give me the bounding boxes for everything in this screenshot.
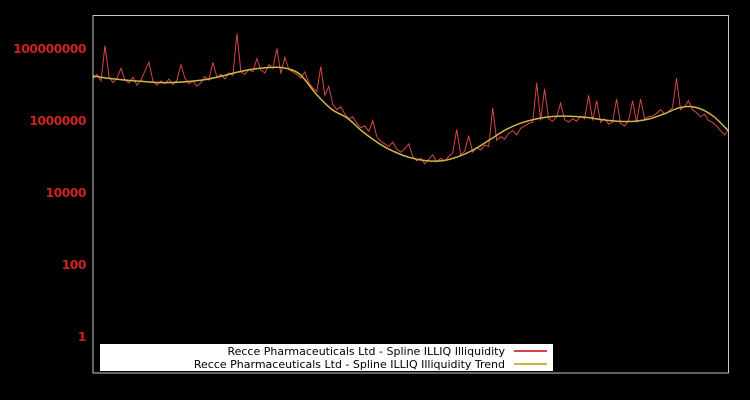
legend-label-illiquidity: Recce Pharmaceuticals Ltd - Spline ILLIQ… [227, 344, 505, 358]
illiquidity-line [92, 33, 729, 165]
trend-line [92, 66, 730, 162]
y-tick-label: 1000000 [29, 113, 87, 128]
y-tick-label: 100 [62, 257, 87, 272]
legend-entry-illiquidity: Recce Pharmaceuticals Ltd - Spline ILLIQ… [100, 345, 547, 358]
legend-line-sample-red [514, 350, 547, 352]
chart-legend: Recce Pharmaceuticals Ltd - Spline ILLIQ… [100, 344, 553, 371]
y-tick-label: 10000 [46, 185, 87, 200]
y-tick-label: 1 [78, 329, 86, 344]
legend-line-sample-olive [514, 363, 547, 365]
plot-frame [92, 15, 729, 374]
legend-label-trend: Recce Pharmaceuticals Ltd - Spline ILLIQ… [193, 357, 505, 371]
y-tick-label: 100000000 [13, 41, 87, 56]
legend-entry-trend: Recce Pharmaceuticals Ltd - Spline ILLIQ… [100, 358, 547, 371]
